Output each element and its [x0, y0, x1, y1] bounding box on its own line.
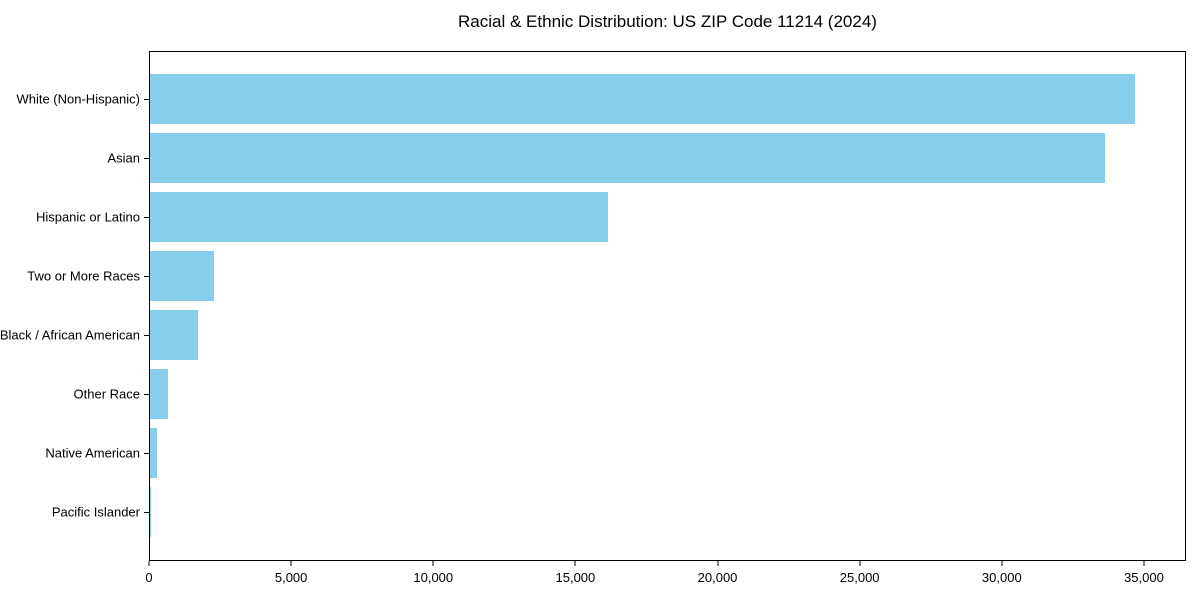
plot-area: White (Non-Hispanic) Asian Hispanic or Lat… — [0, 51, 1186, 561]
x-axis: 0 5,000 10,000 15,000 20,000 25,000 30,000 35,0… — [145, 561, 1186, 593]
x-tick-mark — [290, 561, 292, 566]
x-tick-label: 20,000 — [697, 570, 738, 585]
bar — [150, 132, 1105, 183]
y-tick-label: Pacific Islander — [51, 504, 140, 520]
x-tick-mark — [432, 561, 434, 566]
bar-row: Hispanic or Latino — [36, 187, 1185, 246]
bar-row: Other Race — [74, 365, 1185, 424]
bar-rows: White (Non-Hispanic) Asian Hispanic or Lat… — [0, 52, 1185, 560]
x-tick-label: 15,000 — [555, 570, 596, 585]
bar — [150, 369, 168, 420]
y-tick-mark — [144, 275, 149, 277]
x-tick-label: 5,000 — [274, 570, 308, 585]
x-tick-mark — [717, 561, 719, 566]
y-tick-label: Black / African American — [0, 327, 140, 343]
x-tick-mark — [148, 561, 150, 566]
bar-row: White (Non-Hispanic) — [16, 69, 1185, 128]
x-tick-label: 35,000 — [1124, 570, 1164, 585]
y-tick-label: Two or More Races — [27, 268, 140, 284]
x-tick-mark — [1143, 561, 1145, 566]
chart-title: Racial & Ethnic Distribution: US ZIP Cod… — [458, 12, 877, 31]
bar — [150, 487, 151, 538]
y-tick-mark — [144, 335, 149, 337]
bar-row: Asian — [107, 128, 1185, 187]
y-tick-label: Asian — [107, 150, 140, 166]
x-tick-label: 25,000 — [839, 570, 880, 585]
bar — [150, 191, 609, 242]
y-tick-mark — [144, 512, 149, 514]
y-tick-mark — [144, 216, 149, 218]
bar-row: Black / African American — [0, 306, 1185, 365]
x-tick-label: 0 — [145, 570, 153, 585]
bar-row: Native American — [45, 424, 1185, 483]
x-tick-mark — [574, 561, 576, 566]
x-tick-mark — [1001, 561, 1003, 566]
x-tick-label: 10,000 — [413, 570, 454, 585]
bar — [150, 250, 214, 301]
y-tick-label: Hispanic or Latino — [35, 209, 140, 225]
y-tick-mark — [144, 394, 149, 396]
bar — [150, 73, 1135, 124]
y-tick-mark — [144, 98, 149, 100]
bar — [150, 310, 199, 361]
bar-row: Pacific Islander — [52, 483, 1185, 542]
x-tick-label: 30,000 — [981, 570, 1022, 585]
y-tick-label: White (Non-Hispanic) — [16, 91, 140, 107]
y-tick-mark — [144, 157, 149, 159]
y-tick-label: Other Race — [73, 386, 140, 402]
y-tick-label: Native American — [45, 445, 140, 461]
bar — [150, 428, 158, 479]
x-tick-mark — [859, 561, 861, 566]
bar-row: Two or More Races — [27, 246, 1185, 305]
y-tick-mark — [144, 453, 149, 455]
